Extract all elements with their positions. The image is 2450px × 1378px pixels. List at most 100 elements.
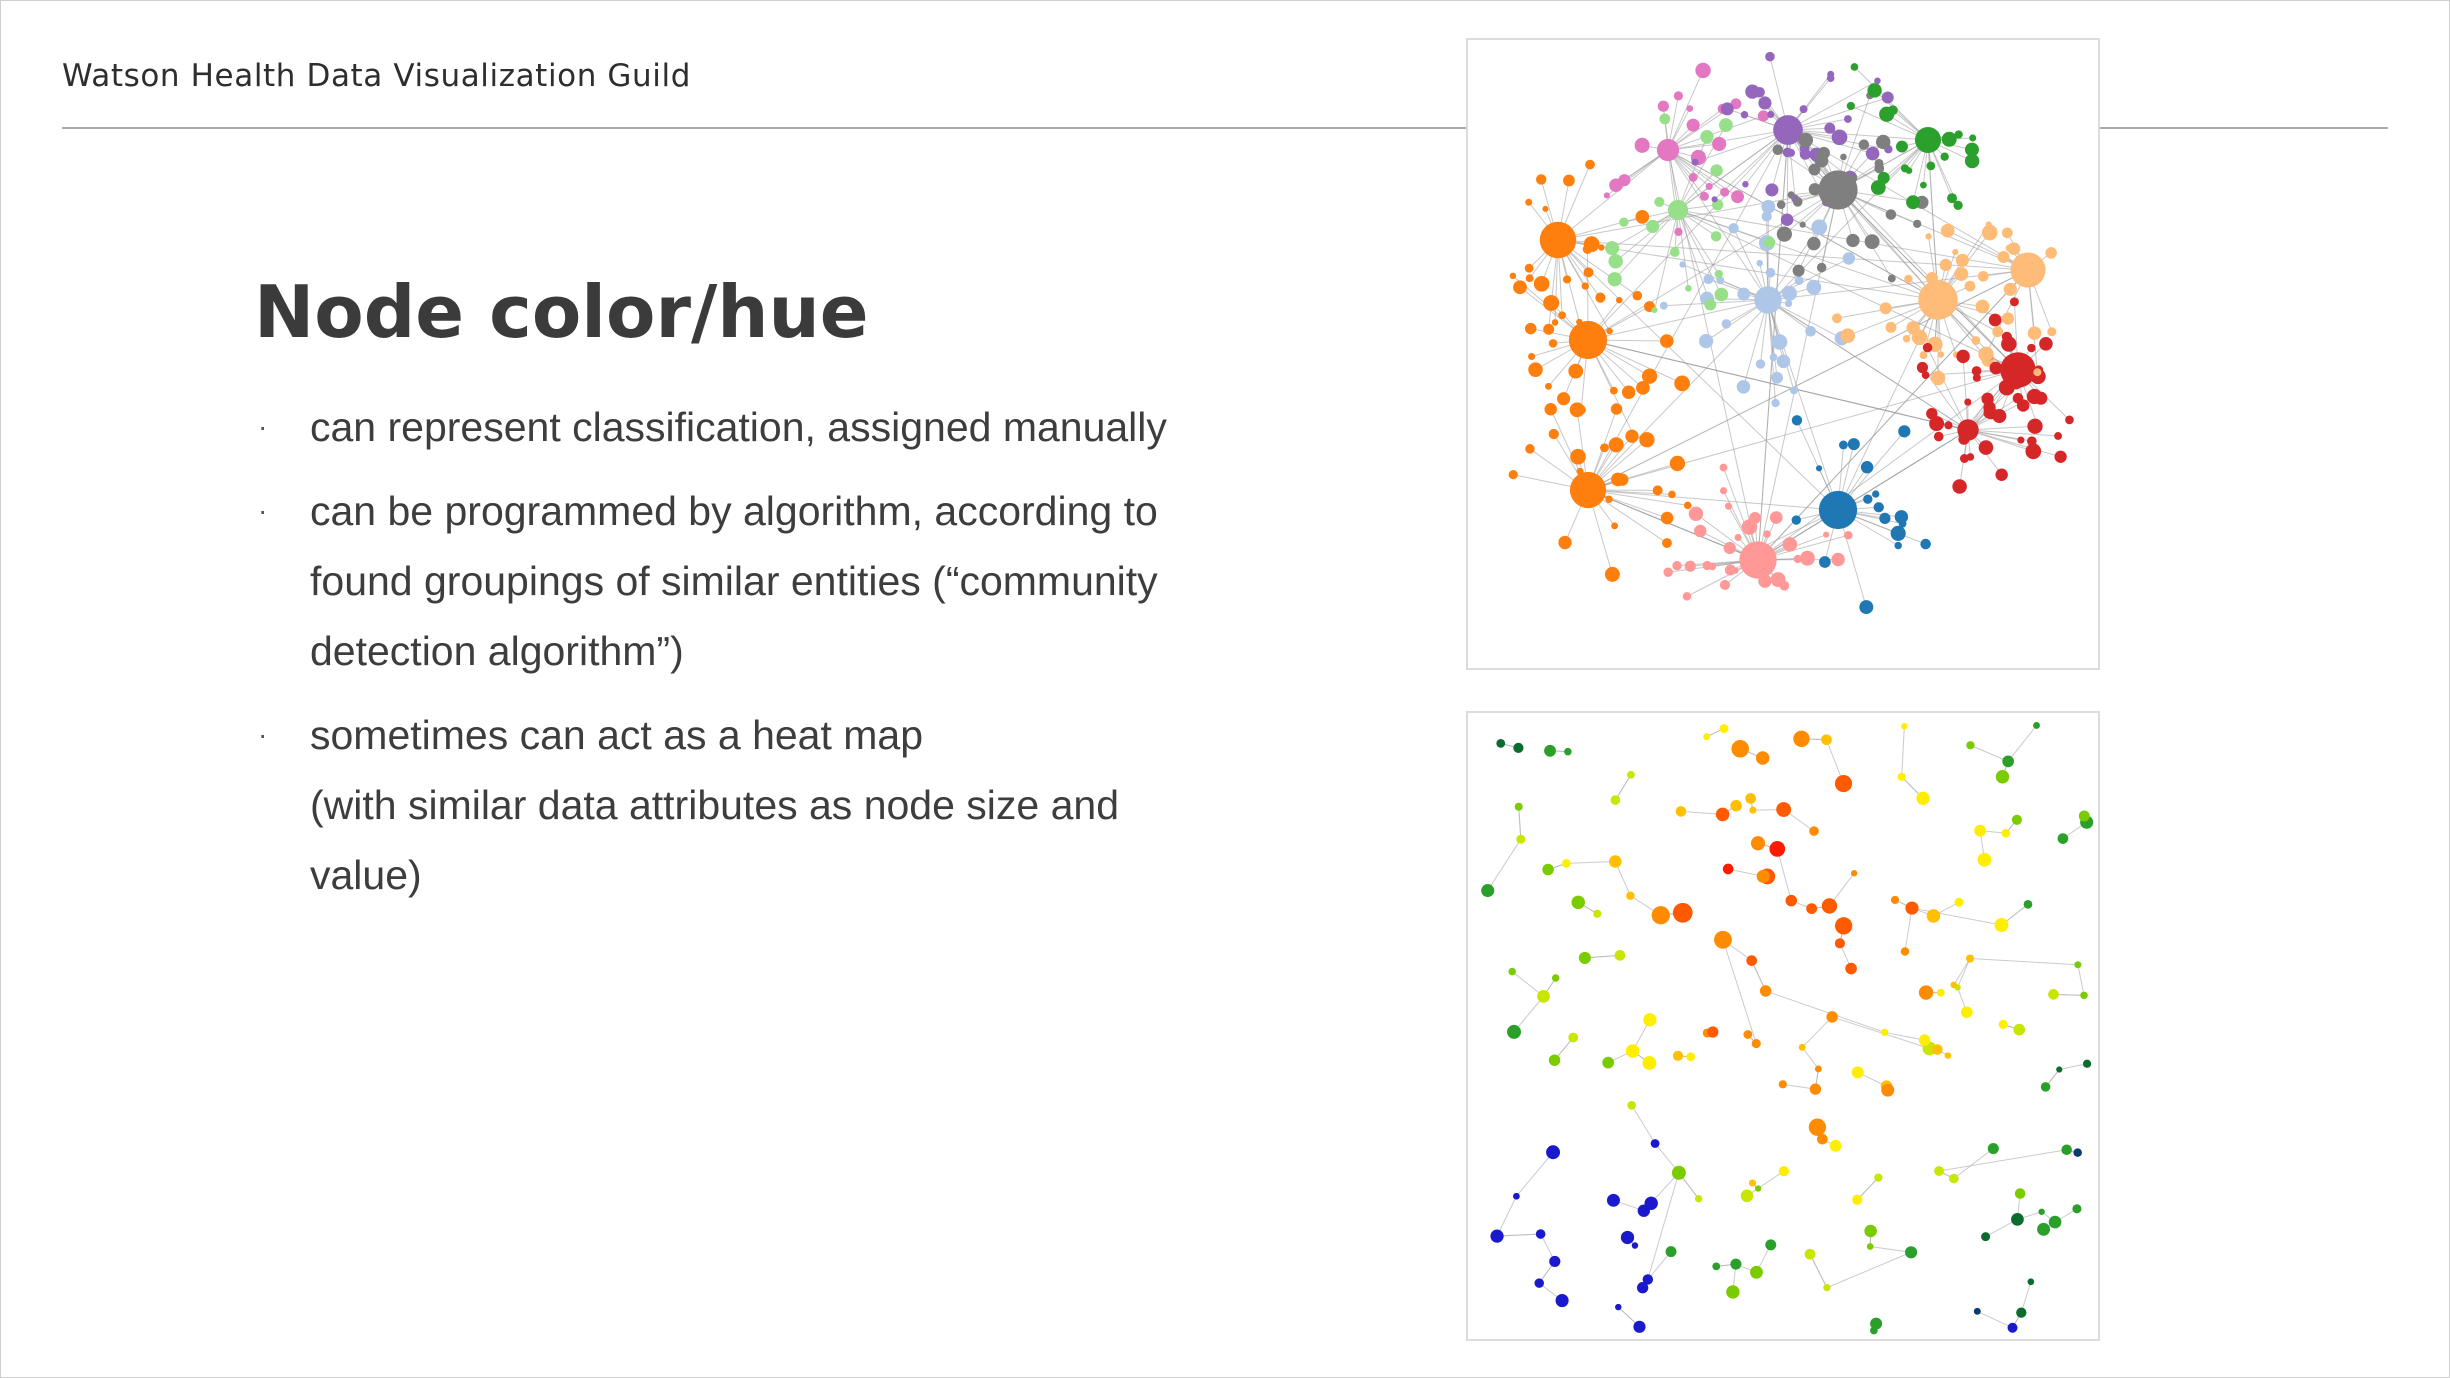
network-node	[1598, 244, 1605, 251]
network-node	[1684, 560, 1696, 572]
network-node	[1671, 1165, 1686, 1180]
network-node	[1948, 1173, 1959, 1184]
network-node	[1992, 409, 2007, 424]
network-node	[1785, 894, 1798, 907]
heatmap-network-figure	[1466, 711, 2100, 1341]
network-node	[1751, 1038, 1761, 1049]
network-node	[1874, 158, 1884, 168]
network-node	[1826, 74, 1835, 82]
network-node	[1793, 554, 1802, 564]
network-node	[1674, 375, 1690, 392]
network-node	[1635, 210, 1650, 224]
network-node	[1561, 859, 1571, 868]
network-node	[1568, 1032, 1579, 1043]
network-node	[2016, 399, 2030, 412]
network-node	[1490, 1229, 1504, 1243]
network-node	[1516, 834, 1526, 844]
network-node	[1625, 1044, 1640, 1058]
network-node	[2065, 415, 2074, 425]
network-node	[1843, 530, 1853, 540]
network-node	[1721, 319, 1732, 329]
network-node	[1867, 83, 1882, 98]
network-node	[1608, 254, 1623, 269]
network-node	[1714, 930, 1732, 949]
network-hub-node	[2000, 352, 2036, 388]
network-node	[1583, 236, 1600, 253]
network-node	[1772, 144, 1784, 155]
network-node	[1704, 298, 1717, 311]
network-node	[1792, 196, 1803, 207]
network-hub-node	[1918, 280, 1958, 320]
network-node	[1688, 506, 1704, 521]
network-node	[1606, 1193, 1620, 1207]
network-node	[1551, 974, 1560, 982]
network-node	[1555, 1293, 1569, 1308]
network-node	[1514, 802, 1523, 811]
network-node	[1981, 392, 1994, 405]
network-node	[1528, 362, 1543, 377]
network-node	[1686, 118, 1700, 132]
network-node	[1995, 468, 2008, 481]
network-node	[1548, 339, 1558, 348]
network-node	[1850, 63, 1859, 71]
network-node	[1922, 342, 1933, 353]
network-node	[1769, 511, 1783, 524]
community-network-figure	[1466, 38, 2100, 670]
network-node	[2001, 312, 2015, 325]
network-node	[1712, 136, 1727, 152]
network-node	[1544, 402, 1557, 416]
network-node	[1641, 368, 1658, 384]
network-node	[1799, 550, 1815, 566]
network-node	[1780, 213, 1794, 226]
network-node	[1686, 1052, 1696, 1062]
network-node	[1610, 795, 1621, 805]
network-node	[1614, 950, 1626, 961]
network-node	[1787, 541, 1796, 550]
network-node	[1524, 322, 1537, 335]
network-node	[1758, 96, 1772, 110]
network-node	[1619, 217, 1629, 227]
network-node	[1544, 744, 1556, 757]
network-node	[1562, 275, 1572, 284]
network-node	[1603, 192, 1610, 199]
network-node	[1808, 1118, 1827, 1136]
network-node	[1748, 1179, 1757, 1187]
network-node	[1609, 386, 1618, 395]
network-node	[1507, 1024, 1521, 1039]
network-node	[1956, 349, 1970, 364]
network-node	[1816, 262, 1827, 273]
network-node	[1763, 236, 1776, 249]
network-node	[1805, 325, 1816, 337]
network-node	[1971, 366, 1982, 376]
network-node	[1719, 487, 1728, 495]
network-node	[1551, 319, 1559, 326]
network-node	[1998, 1019, 2008, 1029]
network-node	[1952, 479, 1967, 494]
header-title: Watson Health Data Visualization Guild	[62, 58, 691, 94]
network-node	[1978, 346, 1994, 362]
bullet-text: value)	[310, 852, 422, 898]
network-node	[1988, 313, 2002, 327]
network-node	[1864, 1224, 1877, 1238]
network-node	[1759, 985, 1772, 997]
network-node	[1528, 352, 1536, 361]
network-node	[1731, 190, 1745, 204]
network-node	[1765, 267, 1776, 278]
network-hub-node	[1568, 320, 1608, 360]
network-node	[2056, 1066, 2063, 1073]
network-node	[1826, 1011, 1838, 1023]
network-node	[1625, 429, 1639, 443]
network-node	[1627, 1101, 1636, 1110]
network-node	[1776, 226, 1792, 242]
network-node	[1731, 739, 1749, 758]
network-node	[1859, 600, 1874, 615]
network-node	[1639, 432, 1655, 448]
network-node	[1974, 824, 1987, 837]
network-node	[1852, 1194, 1863, 1205]
network-node	[1798, 132, 1814, 148]
network-hub-node	[1739, 541, 1777, 579]
network-node	[1872, 490, 1880, 498]
network-node	[1631, 1242, 1639, 1249]
network-node	[1864, 234, 1880, 250]
network-node	[1819, 556, 1831, 568]
